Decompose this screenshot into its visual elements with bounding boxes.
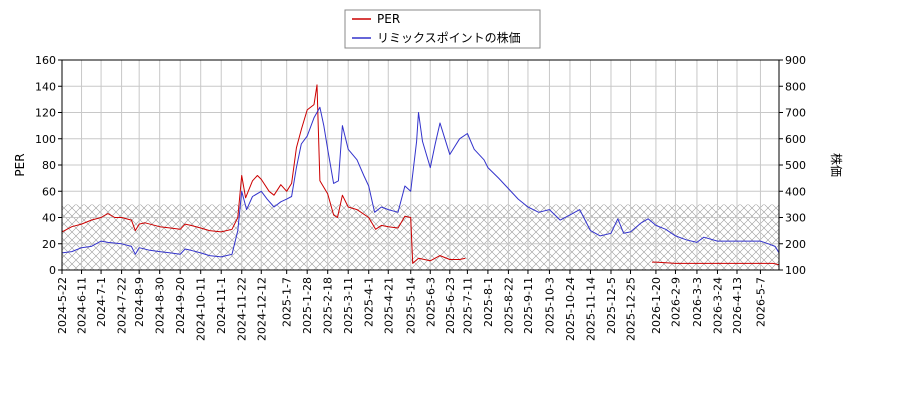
right-tick-label: 200 <box>785 238 806 251</box>
x-tick-label: 2024-11-22 <box>236 277 249 341</box>
x-tick-label: 2025-5-14 <box>405 277 418 334</box>
right-tick-label: 700 <box>785 107 806 120</box>
right-axis-title: 株価 <box>829 153 844 177</box>
left-tick-label: 20 <box>42 238 56 251</box>
left-tick-label: 100 <box>35 133 56 146</box>
per-series-line <box>62 84 779 266</box>
x-tick-label: 2025-3-11 <box>342 277 355 334</box>
left-tick-label: 160 <box>35 54 56 67</box>
x-tick-label: 2025-12-25 <box>625 277 638 341</box>
right-tick-label: 800 <box>785 80 806 93</box>
left-tick-label: 80 <box>42 159 56 172</box>
x-tick-label: 2025-9-11 <box>522 277 535 334</box>
x-tick-label: 2026-2-9 <box>669 277 682 327</box>
left-tick-label: 140 <box>35 80 56 93</box>
x-tick-label: 2025-4-1 <box>363 277 376 327</box>
x-tick-label: 2026-5-7 <box>754 277 767 327</box>
legend: PER リミックスポイントの株価 <box>344 9 541 49</box>
x-tick-label: 2025-1-7 <box>281 277 294 327</box>
legend-box <box>344 9 541 49</box>
x-tick-label: 2024-11-1 <box>215 277 228 334</box>
x-tick-label: 2026-3-3 <box>691 277 704 327</box>
x-tick-label: 2025-6-3 <box>424 277 437 327</box>
x-tick-label: 2024-6-11 <box>76 277 89 334</box>
x-tick-label: 2026-3-24 <box>711 277 724 334</box>
x-tick-label: 2026-1-20 <box>650 277 663 334</box>
x-tick-label: 2025-7-11 <box>461 277 474 334</box>
right-axis: 100 200 300 400 500 600 700 800 900 <box>779 54 806 277</box>
x-tick-label: 2024-5-22 <box>56 277 69 334</box>
left-tick-label: 120 <box>35 107 56 120</box>
x-tick-label: 2024-8-30 <box>154 277 167 334</box>
x-tick-label: 2025-4-21 <box>382 277 395 334</box>
x-tick-label: 2025-10-24 <box>564 277 577 341</box>
x-tick-label: 2025-2-18 <box>322 277 335 334</box>
x-tick-label: 2024-7-22 <box>116 277 129 334</box>
left-axis-title: PER <box>13 153 27 176</box>
left-tick-label: 60 <box>42 185 56 198</box>
price-series-line <box>62 106 779 258</box>
x-tick-label: 2025-12-5 <box>605 277 618 334</box>
x-tick-label: 2026-4-13 <box>731 277 744 334</box>
x-tick-label: 2024-10-11 <box>195 277 208 341</box>
x-tick-label: 2025-8-22 <box>502 277 515 334</box>
x-axis: 2024-5-22 2024-6-11 2024-7-1 2024-7-22 2024-… <box>56 270 767 341</box>
left-tick-label: 0 <box>49 264 56 277</box>
x-tick-label: 2025-10-3 <box>543 277 556 334</box>
x-tick-label: 2024-12-12 <box>255 277 268 341</box>
hatched-band <box>62 204 779 270</box>
right-tick-label: 600 <box>785 133 806 146</box>
x-tick-label: 2025-11-14 <box>584 277 597 341</box>
x-tick-label: 2025-8-1 <box>482 277 495 327</box>
right-tick-label: 300 <box>785 212 806 225</box>
legend-label-per: PER <box>377 12 400 26</box>
x-tick-label: 2024-7-1 <box>95 277 108 327</box>
right-tick-label: 100 <box>785 264 806 277</box>
right-tick-label: 400 <box>785 185 806 198</box>
right-tick-label: 900 <box>785 54 806 67</box>
left-tick-label: 40 <box>42 212 56 225</box>
x-tick-label: 2024-9-20 <box>174 277 187 334</box>
series-layer <box>62 84 779 266</box>
x-tick-label: 2025-6-23 <box>444 277 457 334</box>
right-tick-label: 500 <box>785 159 806 172</box>
left-axis: 0 20 40 60 80 100 120 140 160 <box>35 54 62 277</box>
legend-label-price: リミックスポイントの株価 <box>377 30 521 45</box>
x-tick-label: 2024-8-9 <box>133 277 146 327</box>
x-tick-label: 2025-1-28 <box>301 277 314 334</box>
